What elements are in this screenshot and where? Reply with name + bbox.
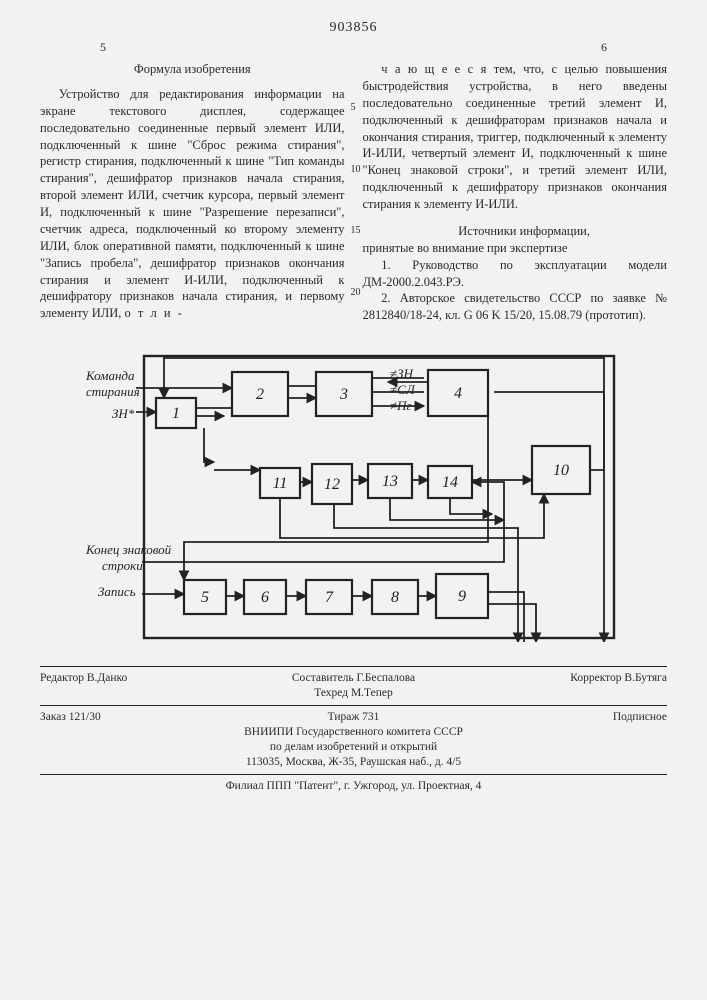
formula-title: Формула изобретения	[40, 61, 345, 78]
line-numbers: 5 10 15 20	[351, 61, 361, 299]
wire	[390, 498, 504, 520]
block-label-10: 10	[553, 462, 569, 479]
block-label-12: 12	[324, 476, 340, 493]
block-label-11: 11	[272, 475, 287, 492]
lineno: 15	[351, 224, 361, 238]
publisher-1: ВНИИПИ Государственного комитета СССР	[40, 725, 667, 740]
block-diagram: 1234111213141056789КомандастиранияЗН*Кон…	[84, 342, 624, 642]
wire	[142, 482, 504, 562]
col-no-left: 5	[100, 40, 106, 55]
block-label-2: 2	[256, 386, 264, 403]
text-columns: Формула изобретения Устройство для редак…	[40, 61, 667, 324]
order-no: Заказ 121/30	[40, 710, 249, 725]
sources-title: Источники информации,	[363, 223, 668, 240]
block-label-1: 1	[172, 405, 180, 422]
block-label-14: 14	[442, 474, 458, 491]
source-1: 1. Руководство по эксплуатации модели ДМ…	[363, 257, 668, 291]
wire	[164, 358, 604, 470]
wire	[450, 498, 492, 514]
claim-trailing: о т л и -	[125, 306, 184, 320]
block-label-5: 5	[201, 589, 209, 606]
wire	[288, 386, 316, 398]
credits-row-2: Заказ 121/30 Тираж 731 Подписное	[40, 710, 667, 725]
diagram-label: ≠СЛ	[390, 382, 416, 397]
diagram-label: Команда	[85, 368, 135, 383]
diagram-label: ≠Пг	[390, 398, 412, 413]
publisher-address: 113035, Москва, Ж-35, Раушская наб., д. …	[40, 755, 667, 770]
publisher-2: по делам изобретений и открытий	[40, 740, 667, 755]
diagram-label: ЗН*	[112, 406, 135, 421]
diagram-label: Запись	[98, 584, 136, 599]
left-column: Формула изобретения Устройство для редак…	[40, 61, 345, 324]
sources-subtitle: принятые во внимание при экспертизе	[363, 240, 668, 257]
subscription: Подписное	[458, 710, 667, 725]
block-label-7: 7	[325, 589, 334, 606]
lineno: 20	[351, 286, 361, 300]
footer-rule	[40, 666, 667, 667]
claim-text-left: Устройство для редактирования информации…	[40, 86, 345, 322]
editor: Редактор В.Данко	[40, 671, 249, 701]
diagram-label: строки	[102, 558, 143, 573]
footer-rule	[40, 774, 667, 775]
tech-editor: Техред М.Тепер	[314, 687, 393, 699]
claim-text-right: ч а ю щ е е с я тем, что, с целью повыше…	[363, 61, 668, 213]
diagram-label: Конец знаковой	[85, 542, 172, 557]
source-2: 2. Авторское свидетельство СССР по заявк…	[363, 290, 668, 324]
block-label-4: 4	[454, 385, 462, 402]
compositor: Составитель Г.Беспалова	[292, 672, 415, 684]
wire	[204, 428, 214, 462]
block-label-13: 13	[382, 473, 398, 490]
wire	[334, 504, 518, 642]
credits-row-1: Редактор В.Данко Составитель Г.Беспалова…	[40, 671, 667, 701]
page: 903856 5 6 Формула изобретения Устройств…	[0, 0, 707, 1000]
patent-number: 903856	[40, 20, 667, 36]
diagram-label: ≠ЗН	[390, 366, 414, 381]
block-label-3: 3	[339, 386, 348, 403]
corrector: Корректор В.Бутяга	[458, 671, 667, 701]
block-label-8: 8	[391, 589, 399, 606]
col-no-right: 6	[601, 40, 607, 55]
block-label-9: 9	[458, 588, 466, 605]
imprint-footer: Редактор В.Данко Составитель Г.Беспалова…	[40, 666, 667, 794]
wire	[196, 408, 232, 416]
column-numbers: 5 6	[40, 40, 667, 55]
block-label-6: 6	[261, 589, 269, 606]
footer-rule	[40, 705, 667, 706]
diagram-svg: 1234111213141056789КомандастиранияЗН*Кон…	[84, 342, 624, 642]
lineno: 10	[351, 163, 361, 177]
diagram-label: стирания	[86, 384, 140, 399]
branch: Филиал ППП "Патент", г. Ужгород, ул. Про…	[40, 779, 667, 794]
print-run: Тираж 731	[249, 710, 458, 725]
wire	[488, 592, 536, 642]
right-column: 5 10 15 20 ч а ю щ е е с я тем, что, с ц…	[363, 61, 668, 324]
claim-body: Устройство для редактирования информации…	[40, 87, 345, 320]
lineno: 5	[351, 101, 361, 115]
